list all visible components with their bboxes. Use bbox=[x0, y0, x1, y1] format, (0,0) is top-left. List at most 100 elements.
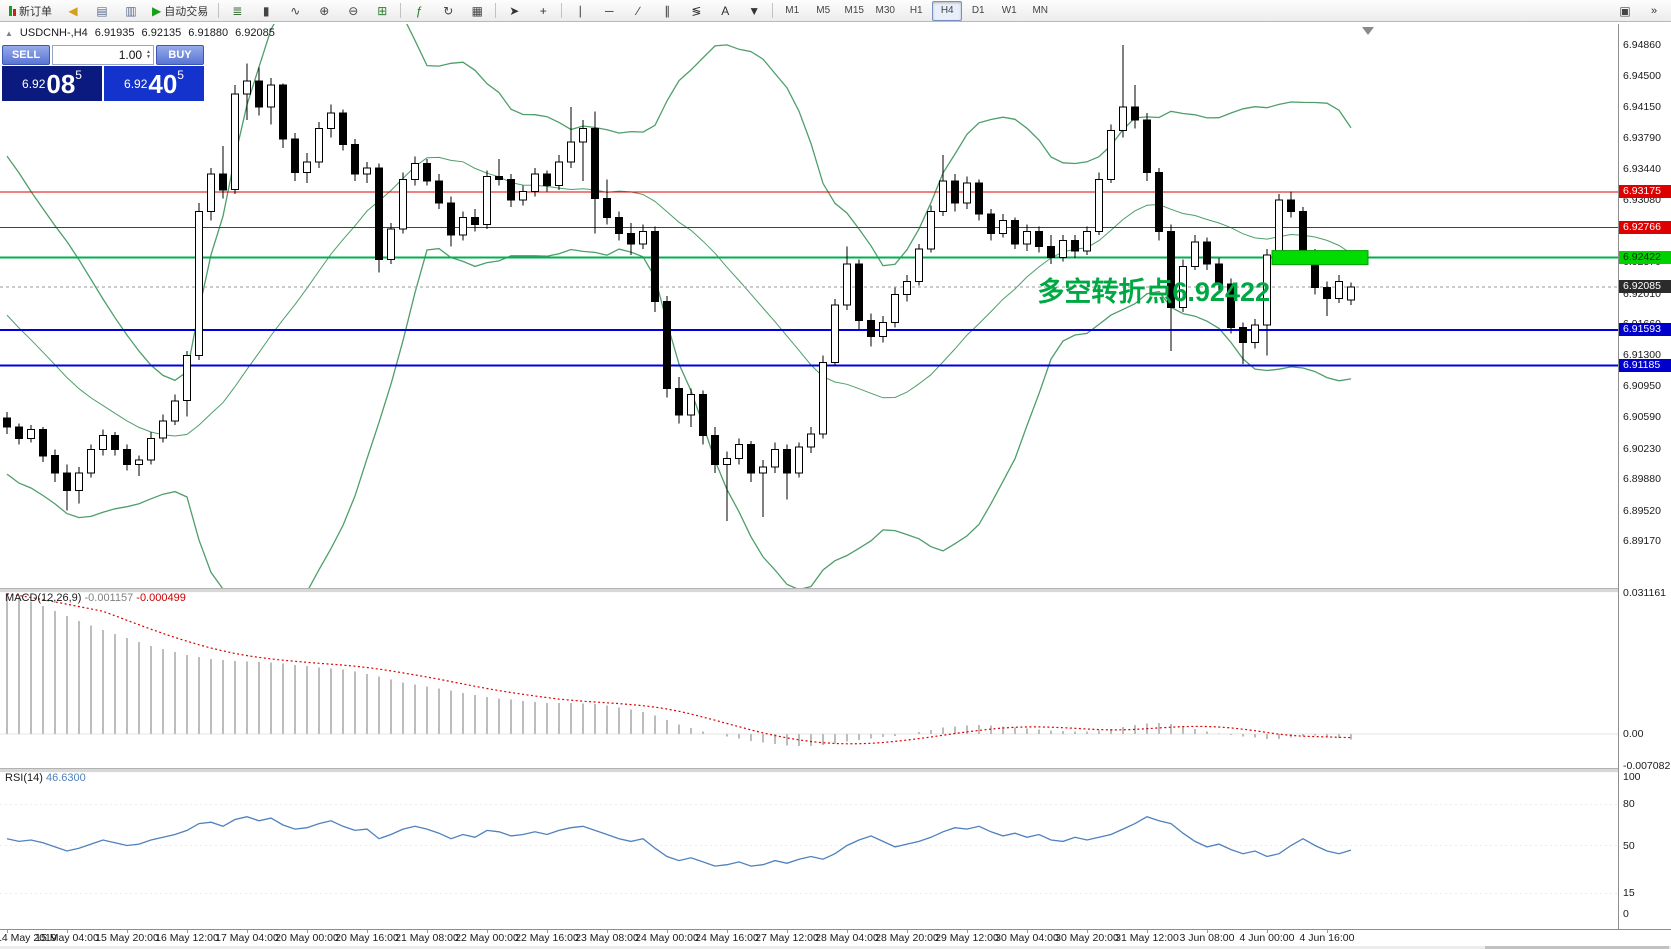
bearish-candle bbox=[1227, 283, 1235, 328]
channel-button[interactable]: ∥ bbox=[653, 1, 681, 21]
date-tick bbox=[1207, 930, 1208, 933]
main-chart[interactable] bbox=[0, 24, 1618, 588]
date-tick bbox=[607, 930, 608, 933]
text-button[interactable]: A bbox=[711, 1, 739, 21]
buy-price-sup: 5 bbox=[177, 68, 184, 82]
date-tick bbox=[847, 930, 848, 933]
indicators-button[interactable]: ƒ bbox=[405, 1, 433, 21]
zoom-in-button[interactable]: ⊕ bbox=[310, 1, 338, 21]
date-axis-label: 31 May 12:00 bbox=[1115, 932, 1179, 944]
timeframe-d1-button[interactable]: D1 bbox=[971, 5, 985, 16]
bearish-candle bbox=[339, 112, 347, 145]
fibonacci-button[interactable]: ≶ bbox=[682, 1, 710, 21]
date-axis-label: 30 May 20:00 bbox=[1055, 932, 1119, 944]
chart-window-button[interactable]: ▣ bbox=[1611, 1, 1639, 21]
line-chart-button[interactable]: ∿ bbox=[281, 1, 309, 21]
rsi-indicator-label: RSI(14) 46.6300 bbox=[5, 772, 86, 784]
bullish-candle bbox=[579, 128, 587, 143]
templates-button[interactable]: ▦ bbox=[463, 1, 491, 21]
alerts-icon: ◀ bbox=[68, 3, 78, 18]
bullish-candle bbox=[555, 161, 563, 186]
chart-shift-marker[interactable] bbox=[1362, 27, 1374, 35]
timeframe-mn-button[interactable]: MN bbox=[1032, 5, 1049, 16]
spin-up-icon[interactable]: ▲ bbox=[146, 49, 151, 55]
zoom-out-button[interactable]: ⊖ bbox=[339, 1, 367, 21]
tile-windows-button[interactable]: ⊞ bbox=[368, 1, 396, 21]
vertical-line-button[interactable]: ∣ bbox=[566, 1, 594, 21]
price-tag-6.91593[interactable]: 6.91593 bbox=[1619, 323, 1671, 337]
bullish-candle bbox=[1083, 231, 1091, 252]
arrow-tools-button[interactable]: ▼ bbox=[740, 1, 768, 21]
alerts-button[interactable]: ◀ bbox=[59, 1, 87, 21]
ohlc-open: 6.91935 bbox=[94, 27, 135, 39]
ohlc-high: 6.92135 bbox=[141, 27, 182, 39]
trendline-button[interactable]: ∕ bbox=[624, 1, 652, 21]
bearish-candle bbox=[1215, 263, 1223, 285]
timeframe-h1-button[interactable]: H1 bbox=[909, 5, 923, 16]
bar-chart-button[interactable]: ≣ bbox=[223, 1, 251, 21]
oneclick-collapse-icon[interactable]: ▲ bbox=[5, 28, 13, 38]
timeframes-clock-icon: ↻ bbox=[443, 3, 454, 18]
sell-price-button[interactable]: 6.92 08 5 bbox=[2, 66, 102, 101]
horizontal-line-button[interactable]: ─ bbox=[595, 1, 623, 21]
date-tick bbox=[907, 930, 908, 933]
bullish-candle bbox=[411, 163, 419, 180]
bearish-candle bbox=[615, 217, 623, 234]
macd-axis-label: 0.00 bbox=[1623, 728, 1644, 740]
timeframe-m15-button[interactable]: M15 bbox=[844, 5, 864, 16]
buy-button[interactable]: BUY bbox=[156, 45, 204, 65]
timeframe-m1-button[interactable]: M1 bbox=[785, 5, 800, 16]
toolbar-overflow-button[interactable]: » bbox=[1650, 4, 1658, 17]
sell-button[interactable]: SELL bbox=[2, 45, 50, 65]
spin-down-icon[interactable]: ▼ bbox=[146, 54, 151, 60]
timeframe-m30-button[interactable]: M30 bbox=[875, 5, 895, 16]
timeframe-w1-button[interactable]: W1 bbox=[1001, 5, 1017, 16]
bearish-candle bbox=[699, 394, 707, 437]
bullish-candle bbox=[1059, 239, 1067, 259]
macd-chart[interactable] bbox=[0, 591, 1618, 768]
autotrade-button[interactable]: ▶ 自动交易 bbox=[152, 3, 209, 18]
bullish-candle bbox=[159, 420, 167, 439]
price-tag-6.93175[interactable]: 6.93175 bbox=[1619, 185, 1671, 199]
panel-separator[interactable] bbox=[0, 768, 1671, 773]
market-watch-button[interactable]: ▤ bbox=[88, 1, 116, 21]
price-tag-6.92766[interactable]: 6.92766 bbox=[1619, 221, 1671, 235]
chart-annotation-text[interactable]: 多空转折点6.92422 bbox=[1037, 277, 1270, 307]
bullish-candle bbox=[687, 394, 695, 416]
highlight-rectangle[interactable] bbox=[1271, 250, 1369, 266]
panel-separator[interactable] bbox=[0, 588, 1671, 593]
fibonacci-icon: ≶ bbox=[691, 3, 702, 18]
rsi-name: RSI(14) bbox=[5, 772, 43, 784]
volume-spinner[interactable]: ▲ ▼ bbox=[146, 50, 151, 60]
timeframe-m5-button[interactable]: M5 bbox=[816, 5, 831, 16]
volume-input[interactable]: 1.00 ▲ ▼ bbox=[52, 45, 154, 65]
bearish-candle bbox=[435, 180, 443, 204]
bullish-candle bbox=[567, 141, 575, 163]
buy-price-button[interactable]: 6.92 40 5 bbox=[104, 66, 204, 101]
new-order-button[interactable]: 新订单 bbox=[3, 1, 58, 21]
rsi-chart[interactable] bbox=[0, 771, 1618, 929]
candlestick-chart-button[interactable]: ▮ bbox=[252, 1, 280, 21]
bullish-candle bbox=[75, 472, 83, 492]
bullish-candle bbox=[99, 435, 107, 451]
bullish-candle bbox=[267, 84, 275, 108]
rsi-value: 46.6300 bbox=[45, 772, 86, 784]
bearish-candle bbox=[1323, 286, 1331, 300]
price-tag-6.91185[interactable]: 6.91185 bbox=[1619, 358, 1671, 372]
timeframe-h4-button[interactable]: H4 bbox=[932, 0, 963, 21]
price-tag-6.92422[interactable]: 6.92422 bbox=[1619, 251, 1671, 265]
bearish-candle bbox=[747, 443, 755, 474]
timeframes-clock-button[interactable]: ↻ bbox=[434, 1, 462, 21]
horizontal-line-icon: ─ bbox=[604, 3, 614, 18]
scrollbar-thumb[interactable] bbox=[1485, 946, 1669, 949]
cursor-button[interactable]: ➤ bbox=[500, 1, 528, 21]
bearish-candle bbox=[675, 388, 683, 416]
bullish-candle bbox=[87, 449, 95, 474]
horizontal-scrollbar[interactable] bbox=[0, 946, 1671, 949]
channel-icon: ∥ bbox=[664, 3, 671, 18]
bearish-candle bbox=[375, 167, 383, 261]
data-window-button[interactable]: ▥ bbox=[117, 1, 145, 21]
date-tick bbox=[367, 930, 368, 933]
crosshair-button[interactable]: + bbox=[529, 1, 557, 21]
bearish-candle bbox=[627, 232, 635, 245]
